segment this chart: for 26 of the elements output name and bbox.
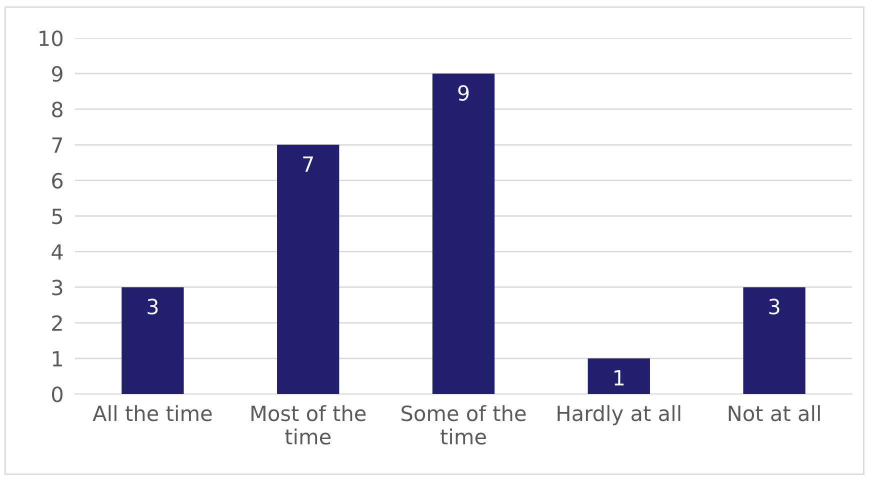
y-tick-label: 5 [52,208,62,224]
bar [588,358,650,394]
bar [277,144,340,394]
x-tick-label: Some of the time [402,405,526,445]
y-tick-label: 7 [52,138,62,153]
x-tick-label: Not at all [728,405,820,422]
data-label: 9 [458,85,469,101]
y-tick-label: 0 [52,386,63,402]
bar [122,287,184,394]
y-tick-label: 4 [52,244,63,260]
y-tick-label: 3 [52,280,62,296]
data-label: 3 [148,298,158,314]
y-tick-label: 2 [52,315,62,331]
bar [432,74,495,394]
y-tick-label: 8 [52,102,62,118]
y-tick-label: 10 [40,30,63,46]
x-tick-label: Most of the time [252,405,366,445]
data-label: 1 [614,370,624,386]
y-tick-label: 1 [52,351,62,366]
x-tick-label: Hardly at all [558,405,680,426]
y-tick-label: 9 [52,66,62,82]
data-label: 7 [303,156,313,172]
bar [743,287,806,394]
x-tick-label: All the time [92,405,212,422]
data-label: 3 [769,298,780,314]
y-tick-label: 6 [52,172,63,189]
